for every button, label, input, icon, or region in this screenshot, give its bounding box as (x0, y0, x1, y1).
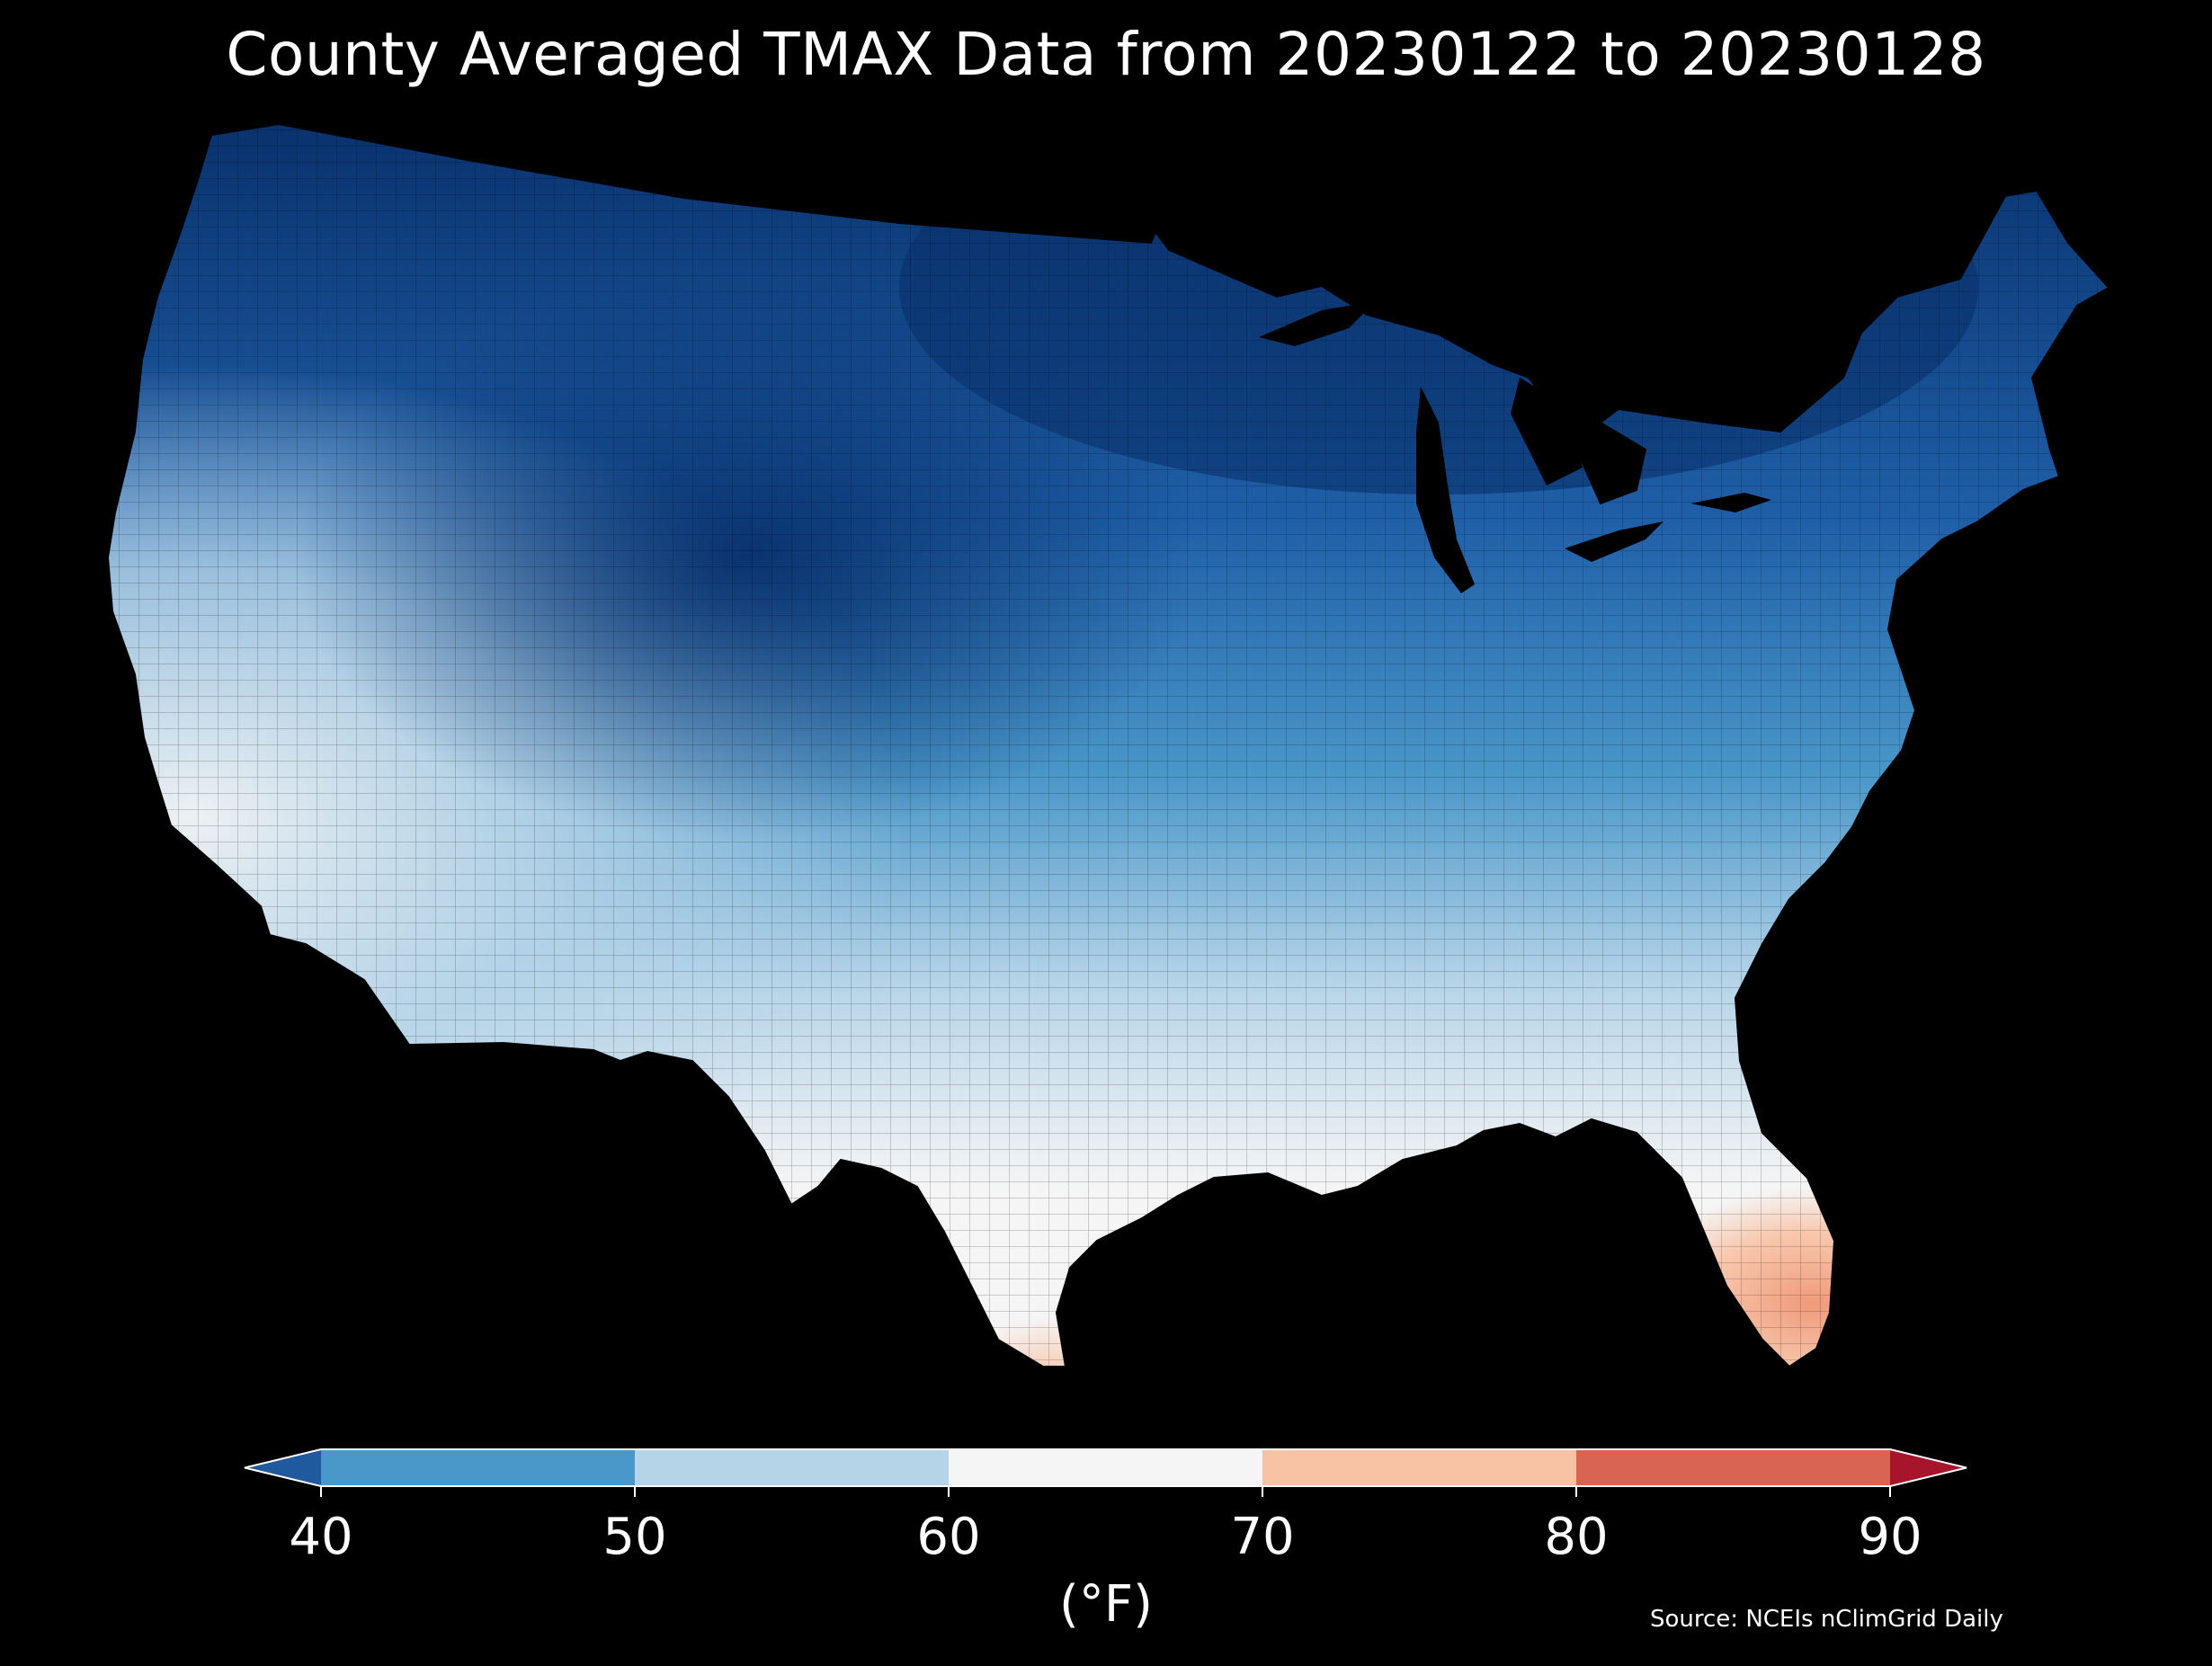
map-title: County Averaged TMAX Data from 20230122 … (226, 20, 1986, 89)
colorbar-over-arrow (1890, 1449, 1967, 1486)
great-lakes (1259, 301, 1771, 593)
us-border (106, 122, 2110, 1368)
colorbar-tick-label: 50 (602, 1508, 666, 1566)
lake-superior (1259, 301, 1376, 346)
lake-ontario (1690, 493, 1771, 512)
colorbar-group: 40 50 60 70 80 90 (244, 1448, 1967, 1566)
colorbar-bin-1 (635, 1449, 949, 1486)
colorbar-bin-4 (1576, 1449, 1890, 1486)
colorbar-under-arrow (245, 1449, 321, 1486)
colorbar-tick-label: 90 (1858, 1508, 1922, 1566)
colorbar-bin-0 (321, 1449, 635, 1486)
colorbar-tick-label: 70 (1230, 1508, 1294, 1566)
colorbar-bin-2 (949, 1449, 1262, 1486)
source-credit: Source: NCEIs nClimGrid Daily (1650, 1606, 2003, 1633)
colorbar-tick-label: 60 (916, 1508, 980, 1566)
lake-michigan (1416, 387, 1475, 593)
colorbar-units-label: (°F) (1059, 1575, 1153, 1634)
colorbar-tick-label: 40 (289, 1508, 352, 1566)
lake-erie (1565, 521, 1663, 562)
colorbar-tick-label: 80 (1544, 1508, 1608, 1566)
colorbar-bin-3 (1262, 1449, 1576, 1486)
lake-huron (1511, 378, 1583, 486)
